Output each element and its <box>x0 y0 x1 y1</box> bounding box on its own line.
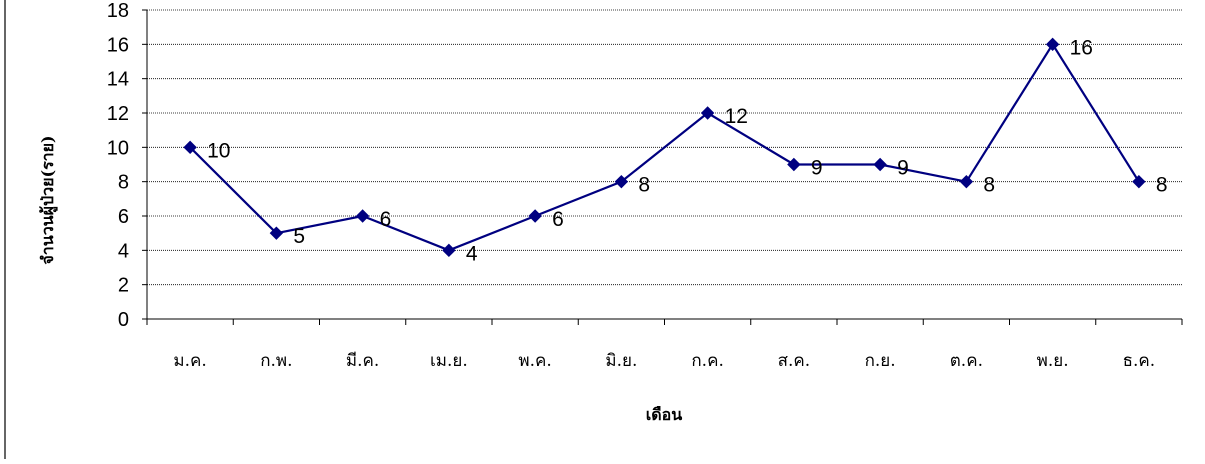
x-tick-label: มี.ค. <box>346 351 379 371</box>
data-point-marker <box>442 243 456 258</box>
data-label: 9 <box>811 157 823 180</box>
data-label: 8 <box>638 174 650 197</box>
data-label: 6 <box>380 208 392 231</box>
x-tick-label: ก.ย. <box>865 351 896 371</box>
data-point-marker <box>528 209 542 223</box>
data-label: 12 <box>725 105 748 128</box>
y-tick-label: 2 <box>118 275 129 297</box>
x-tick-label: ก.ค. <box>691 351 723 371</box>
data-label: 6 <box>552 208 564 231</box>
data-label: 16 <box>1070 36 1093 59</box>
data-label: 8 <box>1156 174 1168 197</box>
y-tick-label: 14 <box>107 69 129 91</box>
data-point-marker <box>873 157 887 172</box>
y-tick-label: 6 <box>118 206 129 228</box>
x-tick-label: ธ.ค. <box>1123 351 1156 371</box>
data-point-marker <box>700 106 715 120</box>
data-point-marker <box>355 209 370 223</box>
y-tick-label: 8 <box>118 172 129 194</box>
y-tick-label: 18 <box>107 0 129 22</box>
x-tick-label: พ.ย. <box>1037 351 1069 371</box>
y-tick-label: 10 <box>107 137 129 159</box>
y-axis-title: จำนวนผู้ป่วย(ราย) <box>38 135 59 264</box>
x-tick-label: ต.ค. <box>950 351 983 371</box>
data-point-marker <box>959 174 974 189</box>
data-label: 4 <box>466 242 478 265</box>
data-point-marker <box>183 140 197 155</box>
y-tick-label: 4 <box>118 240 129 262</box>
x-tick-label: ส.ค. <box>778 351 811 371</box>
y-tick-label: 12 <box>107 103 129 125</box>
data-label: 10 <box>207 139 230 162</box>
x-tick-label: เม.ย. <box>430 351 468 371</box>
x-tick-label: ม.ค. <box>173 351 206 371</box>
data-point-marker <box>614 174 629 189</box>
y-tick-label: 16 <box>107 34 129 56</box>
series-line <box>189 42 1140 252</box>
x-axis-title: เดือน <box>646 405 682 424</box>
data-label: 9 <box>897 157 909 180</box>
data-point-marker <box>1045 37 1060 52</box>
data-label: 8 <box>983 174 995 197</box>
data-point-marker <box>1132 174 1146 189</box>
y-tick-label: 0 <box>118 309 129 331</box>
data-point-marker <box>269 226 284 240</box>
x-tick-label: ก.พ. <box>260 351 292 371</box>
x-tick-label: พ.ค. <box>518 351 551 371</box>
data-label: 5 <box>293 225 305 248</box>
x-tick-label: มิ.ย. <box>605 351 637 371</box>
data-point-marker <box>787 157 801 172</box>
